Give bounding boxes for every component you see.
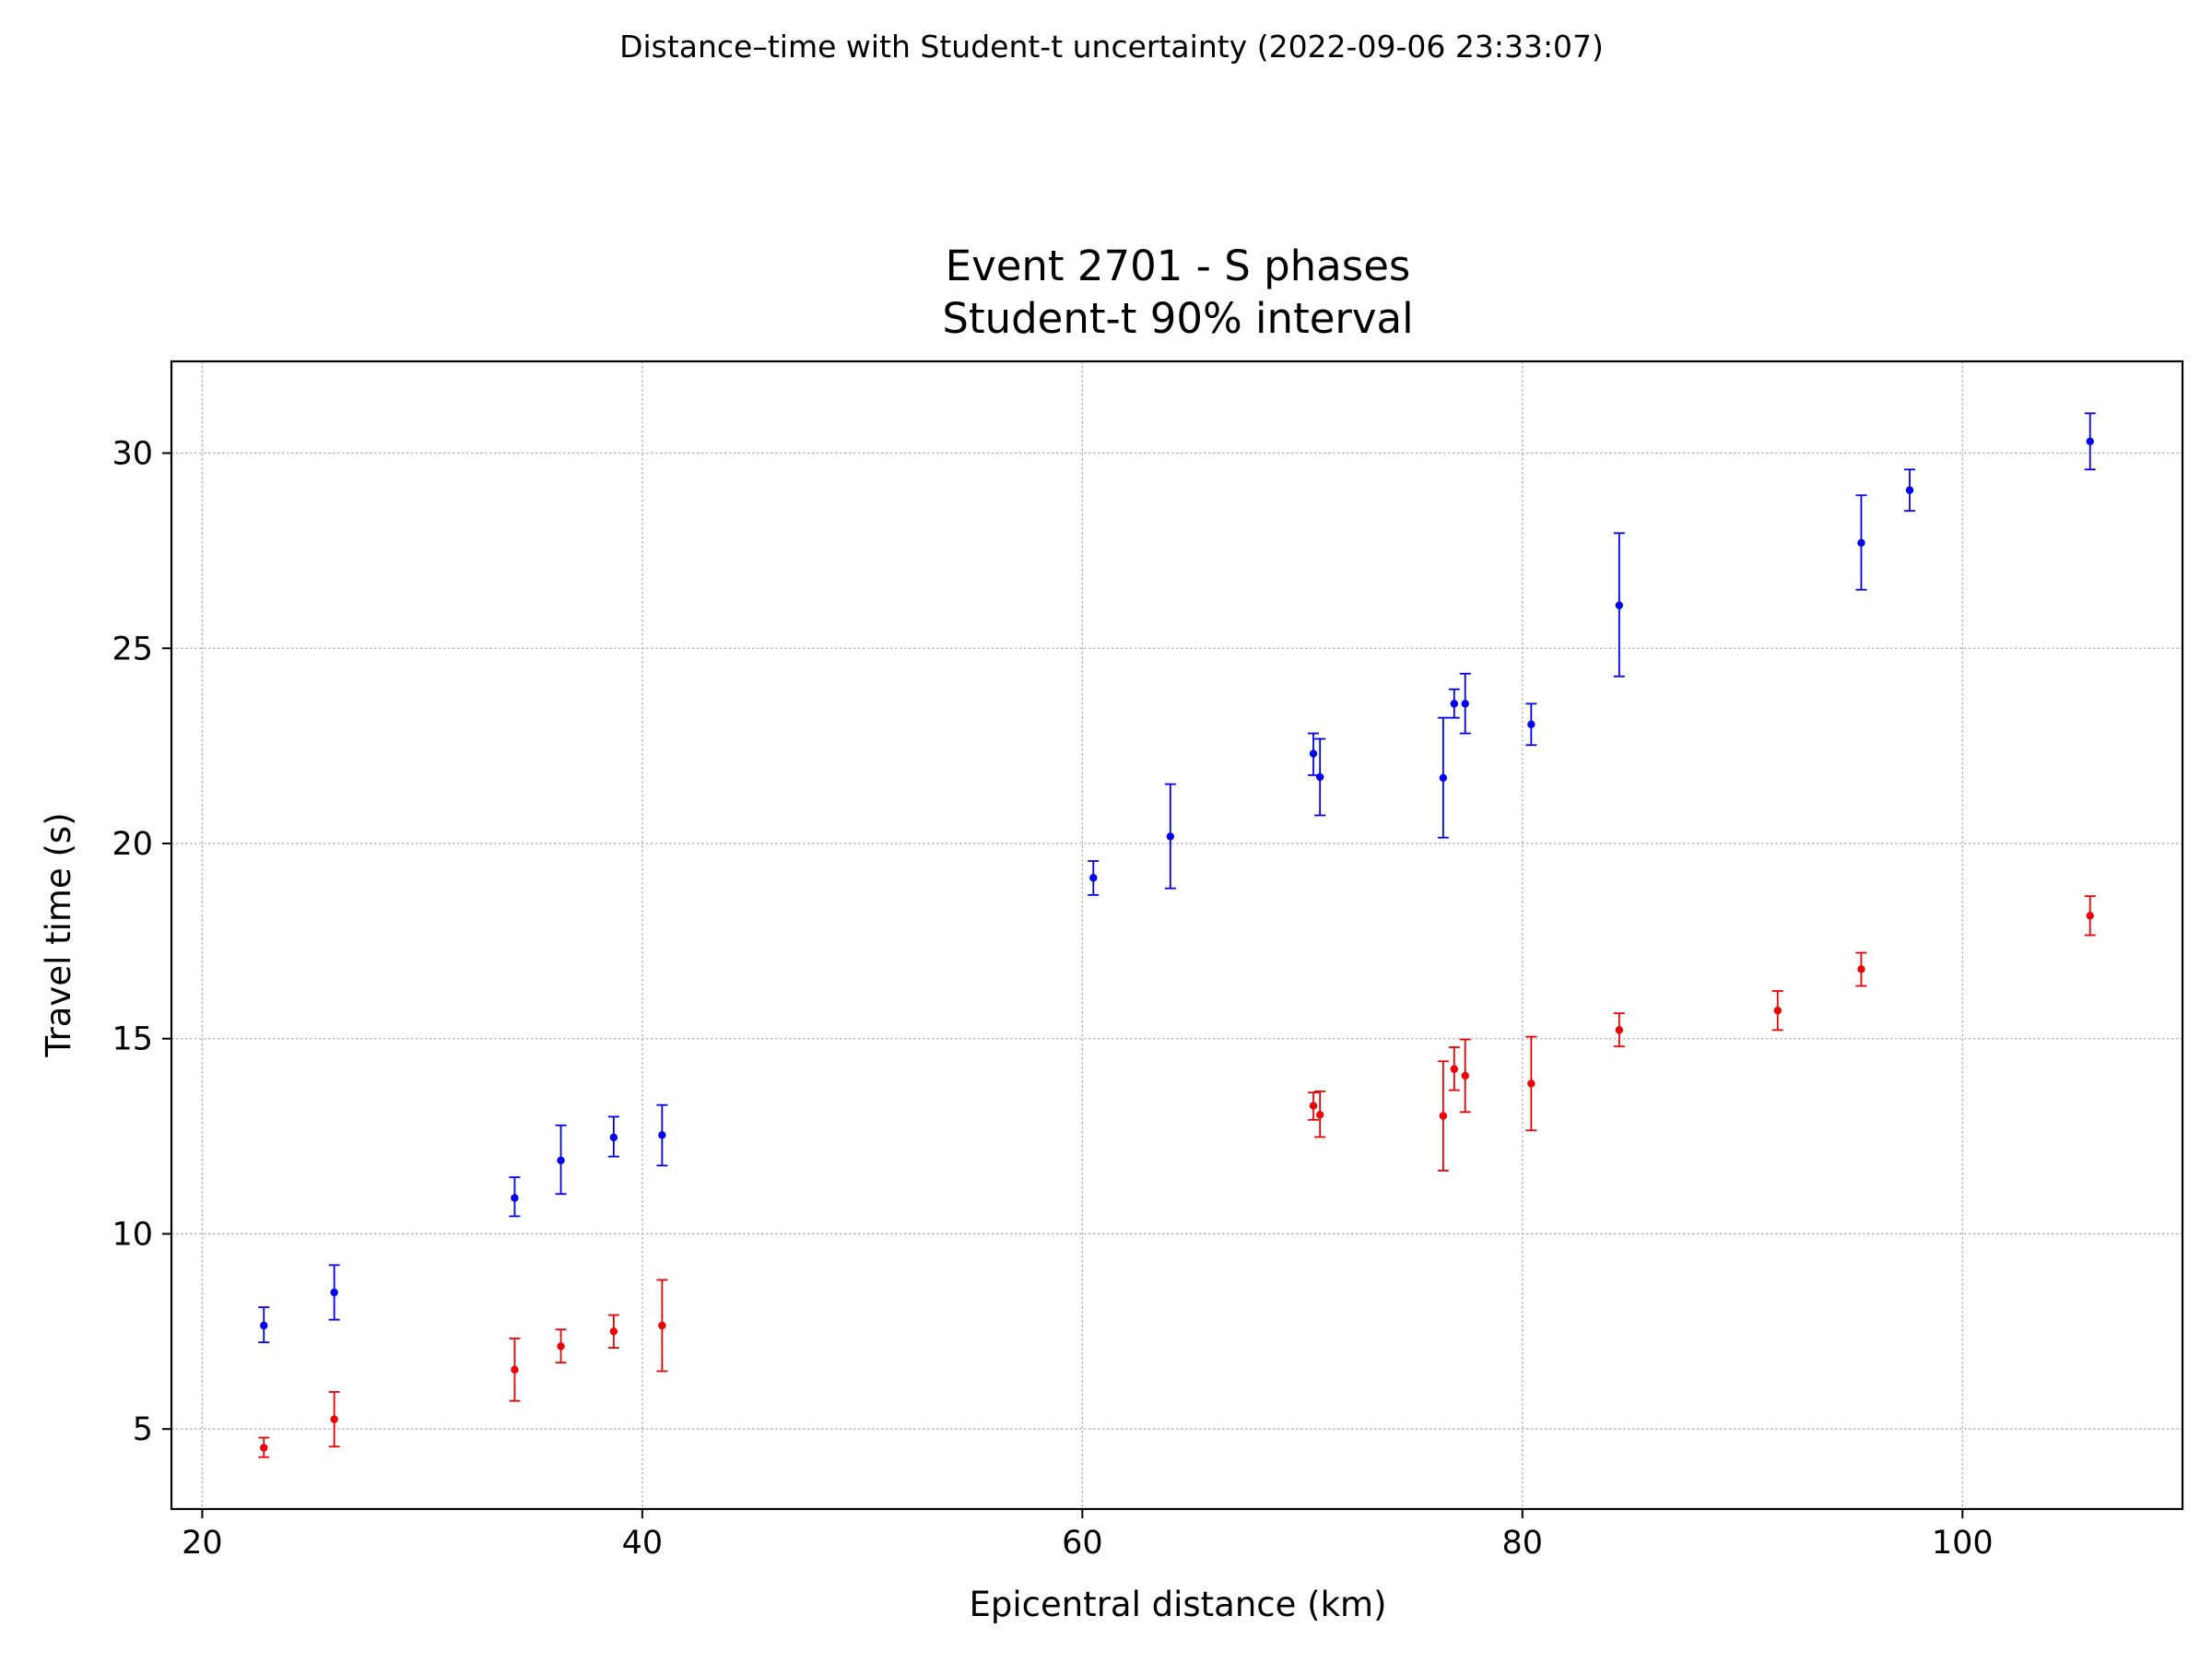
data-point-red <box>2086 912 2094 920</box>
data-point-red <box>260 1444 268 1452</box>
data-point-red <box>1527 1079 1535 1088</box>
data-point-red <box>658 1321 666 1330</box>
figure-suptitle: Distance–time with Student-t uncertainty… <box>619 29 1604 65</box>
y-tick-label: 5 <box>133 1411 153 1448</box>
series-blue <box>258 412 2096 1344</box>
data-point-blue <box>1461 700 1469 708</box>
axis-ticks: 20 40 60 80 100 5 10 15 20 25 30 <box>112 436 1993 1562</box>
y-tick-label: 20 <box>112 826 153 863</box>
data-point-blue <box>1857 538 1865 548</box>
data-point-blue <box>1315 773 1324 782</box>
data-point-red <box>609 1327 618 1336</box>
data-point-red <box>1439 1112 1448 1120</box>
data-point-blue <box>330 1288 338 1297</box>
data-point-blue <box>557 1156 565 1165</box>
data-point-blue <box>1450 700 1459 708</box>
y-tick-label: 25 <box>112 631 153 667</box>
data-point-blue <box>1905 486 1914 494</box>
data-point-red <box>511 1365 519 1374</box>
data-point-blue <box>511 1194 519 1202</box>
x-tick-label: 40 <box>622 1525 664 1562</box>
data-point-blue <box>1527 720 1535 729</box>
plot-frame <box>170 360 2184 1511</box>
data-point-blue <box>1439 773 1448 783</box>
data-point-red <box>1461 1071 1469 1080</box>
data-point-red <box>330 1415 338 1423</box>
data-point-blue <box>658 1131 666 1139</box>
x-axis-label: Epicentral distance (km) <box>969 1585 1386 1624</box>
x-tick-label: 60 <box>1062 1525 1103 1562</box>
x-tick-label: 100 <box>1932 1525 1994 1562</box>
data-point-blue <box>609 1133 618 1142</box>
data-point-red <box>1857 965 1865 973</box>
data-point-red <box>1315 1111 1324 1119</box>
data-point-blue <box>1089 874 1098 882</box>
data-point-blue <box>1615 601 1624 609</box>
y-tick-label: 30 <box>112 436 153 473</box>
data-point-blue <box>1309 749 1318 758</box>
data-series <box>258 412 2096 1458</box>
series-red <box>258 895 2096 1458</box>
data-point-red <box>1773 1007 1782 1015</box>
data-point-red <box>1450 1065 1459 1073</box>
grid-lines <box>171 361 2183 1509</box>
x-tick-label: 20 <box>182 1525 223 1562</box>
y-axis-label: Travel time (s) <box>39 812 78 1057</box>
data-point-blue <box>1166 832 1175 841</box>
data-point-blue <box>2086 437 2094 446</box>
data-point-blue <box>260 1321 268 1330</box>
data-point-red <box>1615 1026 1624 1034</box>
data-point-red <box>1309 1102 1318 1110</box>
y-tick-label: 10 <box>112 1216 153 1253</box>
data-point-red <box>557 1342 565 1350</box>
x-tick-label: 80 <box>1502 1525 1544 1562</box>
chart-title-line-1: Event 2701 - S phases <box>946 242 1411 290</box>
chart-title-line-2: Student-t 90% interval <box>942 294 1413 343</box>
y-tick-label: 15 <box>112 1021 153 1058</box>
